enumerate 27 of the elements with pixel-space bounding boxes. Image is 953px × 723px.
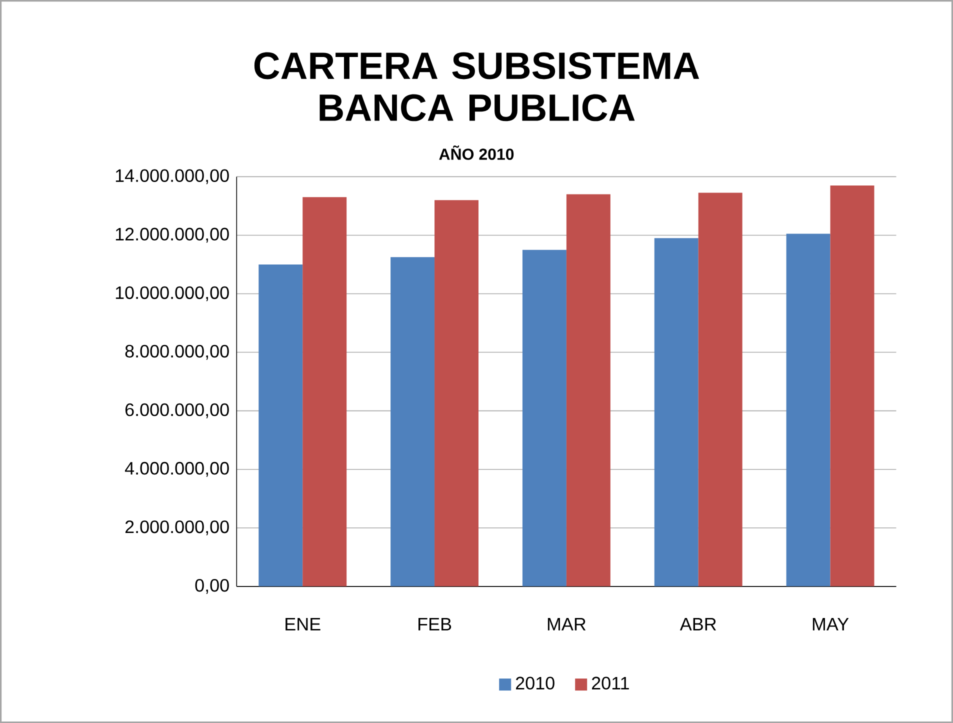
bar	[434, 200, 478, 586]
y-tick-label: 10.000.000,00	[116, 286, 229, 302]
legend-label: 2011	[592, 676, 629, 690]
bar	[566, 194, 610, 586]
x-tick-label: FEB	[418, 618, 452, 630]
bar	[786, 234, 830, 586]
y-tick-label: 2.000.000,00	[125, 520, 229, 536]
x-tick-label: MAY	[812, 618, 849, 630]
bar	[258, 264, 303, 586]
y-tick-label: 12.000.000,00	[116, 228, 229, 243]
y-tick-label: 0,00	[195, 578, 229, 594]
x-tick-label: ENE	[286, 618, 320, 630]
bar	[830, 185, 874, 586]
y-tick-label: 4.000.000,00	[124, 462, 229, 477]
y-tick-label: 14.000.000,00	[116, 169, 229, 184]
bar	[522, 250, 566, 586]
bar	[698, 192, 742, 586]
bar	[302, 197, 347, 586]
chart-subtitle: AÑO 2010	[439, 145, 514, 160]
x-tick-label: ABR	[680, 618, 716, 630]
chart-title: CARTERA SUBSISTEMA BANCA PUBLICA	[254, 52, 700, 122]
x-tick-label: MAR	[548, 618, 586, 630]
bar	[390, 257, 435, 586]
y-tick-label: 8.000.000,00	[125, 344, 229, 360]
y-tick-label: 6.000.000,00	[125, 403, 229, 418]
legend-label: 2010	[516, 676, 554, 690]
bar	[654, 238, 698, 586]
